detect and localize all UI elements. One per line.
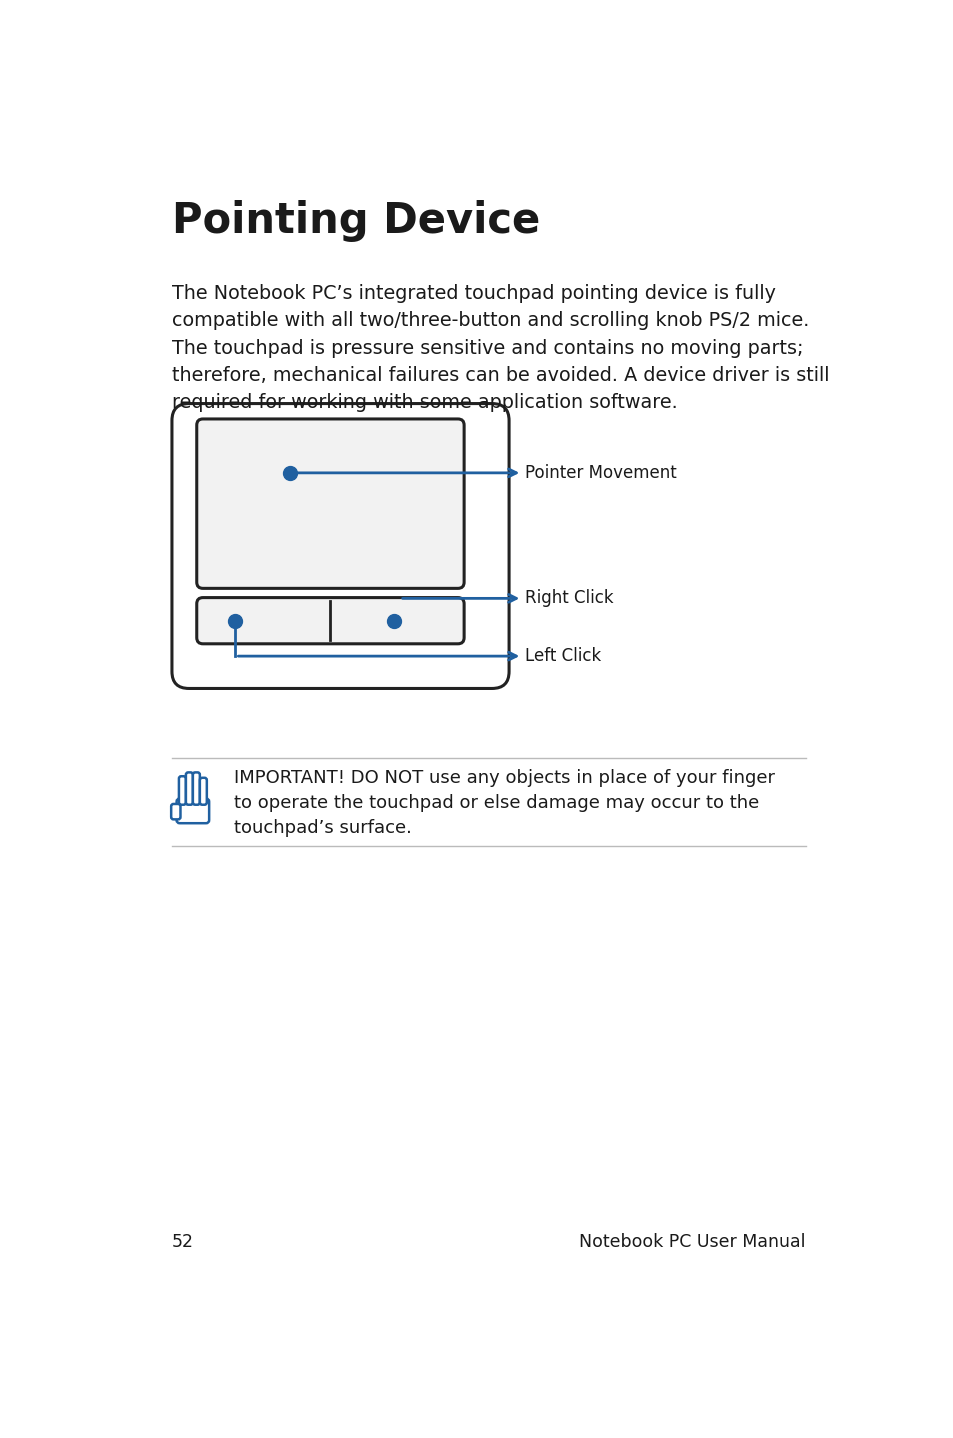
FancyBboxPatch shape <box>179 777 186 805</box>
FancyBboxPatch shape <box>196 418 464 588</box>
Text: Notebook PC User Manual: Notebook PC User Manual <box>578 1232 805 1251</box>
Text: Pointing Device: Pointing Device <box>172 200 539 242</box>
Text: Left Click: Left Click <box>525 647 601 666</box>
Text: Pointer Movement: Pointer Movement <box>525 464 677 482</box>
FancyBboxPatch shape <box>176 798 209 823</box>
FancyBboxPatch shape <box>186 772 193 805</box>
FancyBboxPatch shape <box>196 598 464 644</box>
FancyBboxPatch shape <box>199 778 207 805</box>
Text: Right Click: Right Click <box>525 590 614 607</box>
Text: IMPORTANT! DO NOT use any objects in place of your finger
to operate the touchpa: IMPORTANT! DO NOT use any objects in pla… <box>233 769 774 837</box>
FancyBboxPatch shape <box>193 772 199 805</box>
FancyBboxPatch shape <box>172 404 509 689</box>
Text: The Notebook PC’s integrated touchpad pointing device is fully
compatible with a: The Notebook PC’s integrated touchpad po… <box>172 285 828 413</box>
Text: 52: 52 <box>172 1232 193 1251</box>
FancyBboxPatch shape <box>171 804 180 820</box>
